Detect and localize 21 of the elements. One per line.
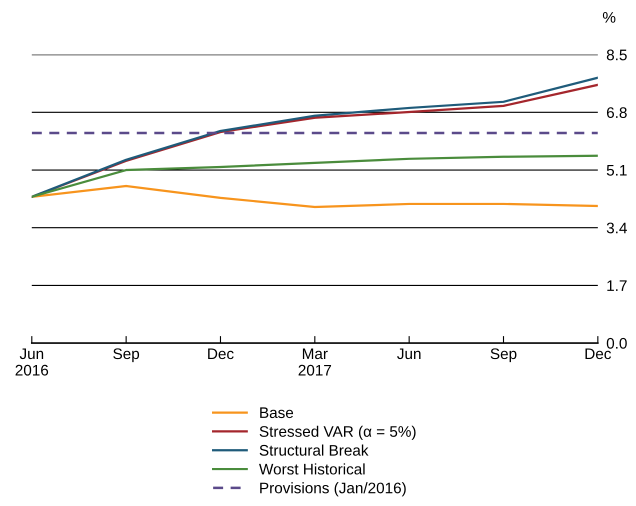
legend-label: Worst Historical xyxy=(259,463,365,475)
y-tick-label: 0.0 xyxy=(606,338,627,349)
x-tick-label: Sep xyxy=(490,348,516,362)
x-tick-label: Dec xyxy=(586,348,612,360)
line-series xyxy=(32,154,598,198)
x-tick-label: Jun xyxy=(397,348,420,360)
y-axis-title: % xyxy=(602,12,616,23)
y-tick-label: 1.7 xyxy=(607,280,627,291)
y-tick-label: 8.5 xyxy=(606,50,627,60)
x-tick-label: Sep xyxy=(113,348,140,362)
y-tick-label: 6.8 xyxy=(606,107,627,118)
legend-label: Stressed VAR (α = 5%) xyxy=(260,426,416,440)
legend-label: Base xyxy=(260,407,294,418)
x-tick-label: Jun 2016 xyxy=(16,348,48,376)
legend-label: Structural Break xyxy=(260,444,369,456)
y-tick-label: 5.1 xyxy=(606,165,627,176)
line-series xyxy=(32,184,598,208)
x-tick-label: Mar 2017 xyxy=(298,348,332,376)
y-tick-label: 3.4 xyxy=(606,222,627,234)
x-tick-label: Dec xyxy=(208,348,234,360)
legend-label: Provisions (Jan/2016) xyxy=(260,482,406,496)
